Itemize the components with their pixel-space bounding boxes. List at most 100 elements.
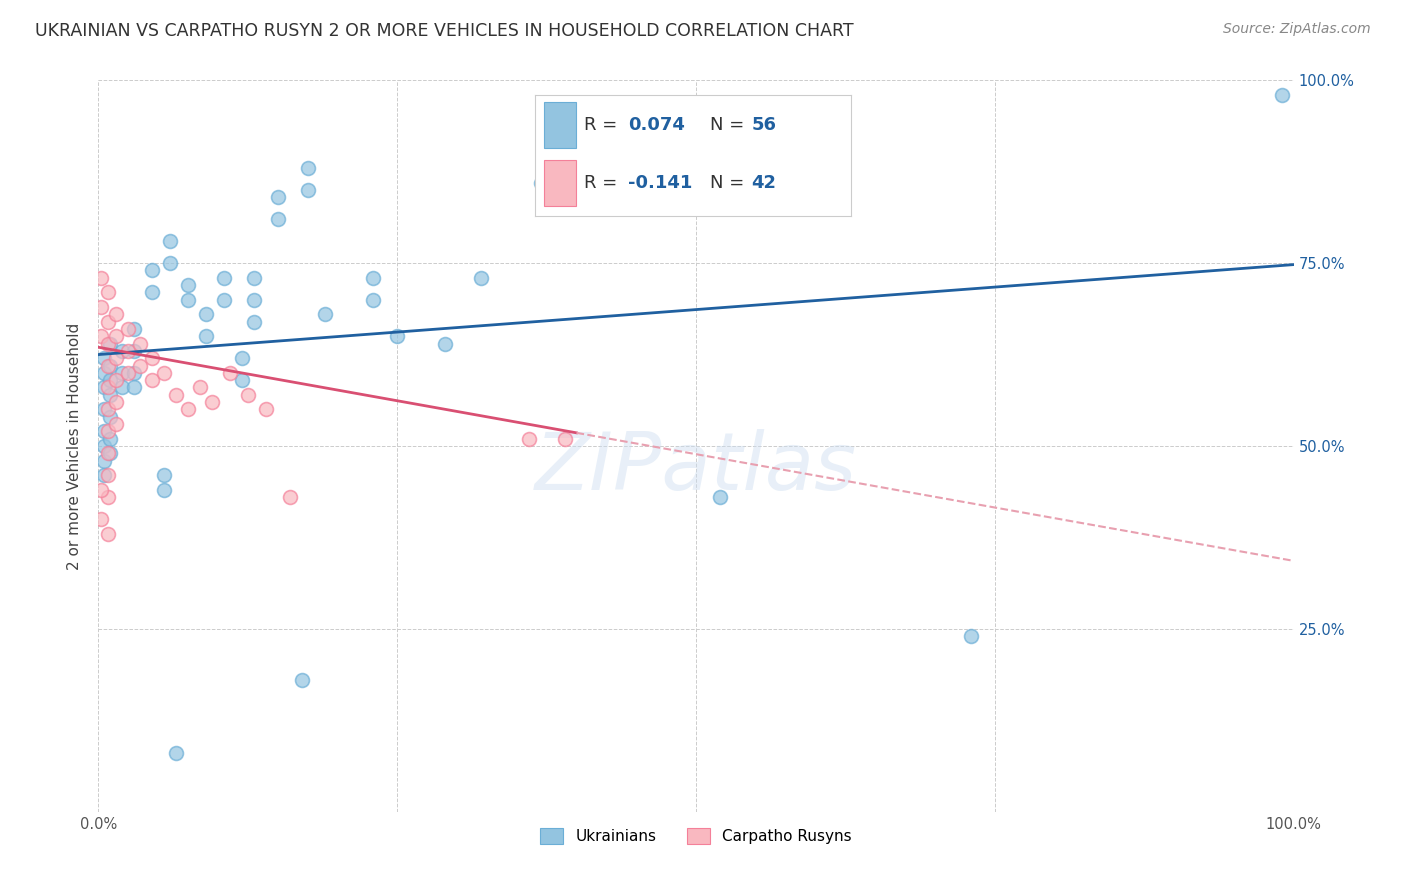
Point: [98, 409, 122, 424]
Point: [117, 343, 139, 358]
Point: [709, 490, 731, 504]
Point: [243, 293, 266, 307]
Point: [141, 373, 163, 387]
Point: [93, 453, 115, 467]
Point: [93, 425, 115, 439]
Point: [278, 490, 301, 504]
Point: [530, 176, 553, 190]
Point: [93, 402, 115, 417]
Point: [124, 380, 146, 394]
Point: [98, 388, 122, 402]
Point: [105, 417, 128, 431]
Point: [267, 212, 290, 227]
Point: [124, 366, 146, 380]
Point: [363, 293, 385, 307]
Point: [97, 490, 120, 504]
Point: [97, 446, 120, 460]
Point: [153, 483, 176, 497]
Point: [129, 359, 152, 373]
Point: [90, 483, 112, 497]
Point: [90, 270, 112, 285]
Point: [105, 329, 128, 343]
Point: [141, 285, 163, 300]
Point: [97, 380, 120, 394]
Point: [291, 673, 314, 687]
Point: [434, 336, 457, 351]
Point: [98, 359, 122, 373]
Point: [97, 468, 120, 483]
Point: [153, 366, 176, 380]
Point: [97, 285, 120, 300]
Point: [90, 329, 112, 343]
Point: [153, 468, 176, 483]
Point: [195, 329, 218, 343]
Point: [111, 366, 134, 380]
Point: [517, 432, 540, 446]
Point: [97, 336, 120, 351]
Point: [212, 293, 235, 307]
Point: [960, 629, 983, 643]
Point: [97, 402, 120, 417]
Point: [98, 336, 122, 351]
Point: [111, 343, 134, 358]
Y-axis label: 2 or more Vehicles in Household: 2 or more Vehicles in Household: [67, 322, 83, 570]
Point: [470, 270, 492, 285]
Point: [254, 402, 277, 417]
Point: [177, 278, 200, 293]
Legend: Ukrainians, Carpatho Rusyns: Ukrainians, Carpatho Rusyns: [533, 821, 859, 852]
Point: [243, 270, 266, 285]
Point: [105, 395, 128, 409]
Point: [219, 366, 242, 380]
Point: [165, 388, 187, 402]
Point: [165, 746, 187, 760]
Point: [188, 380, 211, 394]
Point: [97, 425, 120, 439]
Point: [105, 307, 128, 321]
Point: [111, 380, 134, 394]
Point: [159, 256, 181, 270]
Point: [141, 263, 163, 277]
Point: [159, 234, 181, 248]
Text: UKRAINIAN VS CARPATHO RUSYN 2 OR MORE VEHICLES IN HOUSEHOLD CORRELATION CHART: UKRAINIAN VS CARPATHO RUSYN 2 OR MORE VE…: [35, 22, 853, 40]
Point: [1271, 87, 1294, 102]
Point: [231, 373, 253, 387]
Point: [117, 366, 139, 380]
Text: ZIPatlas: ZIPatlas: [534, 429, 858, 507]
Point: [97, 526, 120, 541]
Point: [98, 446, 122, 460]
Point: [93, 351, 115, 366]
Point: [141, 351, 163, 366]
Point: [90, 300, 112, 314]
Point: [124, 343, 146, 358]
Point: [243, 315, 266, 329]
Point: [177, 402, 200, 417]
Point: [195, 307, 218, 321]
Point: [105, 373, 128, 387]
Point: [554, 432, 576, 446]
Point: [385, 329, 409, 343]
Text: Source: ZipAtlas.com: Source: ZipAtlas.com: [1223, 22, 1371, 37]
Point: [129, 336, 152, 351]
Point: [93, 468, 115, 483]
Point: [124, 322, 146, 336]
Point: [297, 183, 319, 197]
Point: [231, 351, 253, 366]
Point: [105, 351, 128, 366]
Point: [97, 359, 120, 373]
Point: [212, 270, 235, 285]
Point: [267, 190, 290, 204]
Point: [201, 395, 224, 409]
Point: [98, 373, 122, 387]
Point: [90, 512, 112, 526]
Point: [93, 439, 115, 453]
Point: [363, 270, 385, 285]
Point: [117, 322, 139, 336]
Point: [93, 380, 115, 394]
Point: [236, 388, 259, 402]
Point: [98, 432, 122, 446]
Point: [315, 307, 337, 321]
Point: [97, 315, 120, 329]
Point: [297, 161, 319, 175]
Point: [93, 366, 115, 380]
Point: [177, 293, 200, 307]
